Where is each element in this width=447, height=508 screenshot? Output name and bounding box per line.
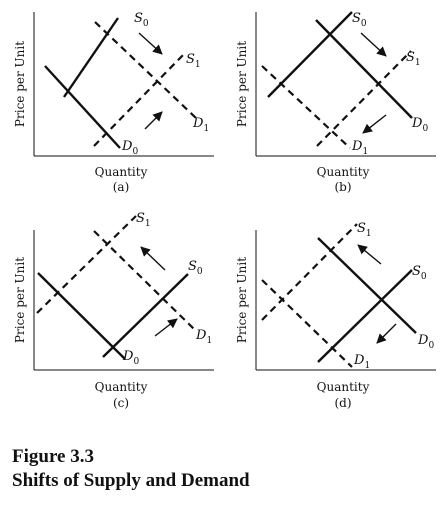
panel-label: (a) xyxy=(113,180,130,194)
supply-curve-shifted xyxy=(316,50,412,147)
supply-curve-shifted xyxy=(36,215,137,314)
demand-shift-arrow-right xyxy=(154,318,178,337)
demand-curve-initial xyxy=(317,237,417,334)
panel-a: Price per Unit Quantity(a) S0 D0 S1 D1 xyxy=(13,11,214,194)
supply-shift-arrow-right xyxy=(360,32,387,57)
supply-label-initial: S0 xyxy=(352,11,367,29)
panel-c: Price per Unit Quantity (c) S0 D0 S1 D1 xyxy=(13,211,214,410)
demand-curve-initial xyxy=(37,272,126,360)
demand-curve-initial xyxy=(315,19,413,119)
demand-curve-initial xyxy=(44,65,121,149)
x-axis-label: Quantity xyxy=(317,380,370,394)
supply-label-initial: S0 xyxy=(188,259,203,277)
demand-label-initial: D0 xyxy=(411,116,428,134)
panel-label: (c) xyxy=(113,396,129,410)
demand-curve-shifted xyxy=(261,279,353,368)
x-axis-label: Quantity xyxy=(95,380,148,394)
panel-d: Price per Unit Quantity (d) S0 D0 S1 D1 xyxy=(235,221,436,410)
supply-shift-arrow-right xyxy=(138,32,163,55)
supply-curve-initial xyxy=(102,273,189,358)
supply-curve-initial xyxy=(317,269,413,363)
panel-label: (d) xyxy=(334,396,351,410)
x-axis-label: Quantity xyxy=(95,165,148,179)
supply-shift-arrow-left xyxy=(140,246,166,271)
y-axis-label: Price per Unit xyxy=(13,41,27,127)
demand-curve-shifted xyxy=(261,65,351,149)
supply-curve-initial xyxy=(267,11,353,98)
demand-label-shifted: D1 xyxy=(351,139,368,157)
x-axis-label: Quantity xyxy=(317,165,370,179)
supply-label-initial: S0 xyxy=(412,264,427,282)
y-axis-label: Price per Unit xyxy=(235,41,249,127)
supply-label-shifted: S1 xyxy=(136,211,151,229)
y-axis-label: Price per Unit xyxy=(13,257,27,343)
y-axis-label: Price per Unit xyxy=(235,257,249,343)
supply-curve-initial xyxy=(63,17,119,98)
supply-curve-shifted xyxy=(261,223,358,321)
supply-label-shifted: S1 xyxy=(357,221,372,239)
supply-label-shifted: S1 xyxy=(406,50,421,68)
demand-curve-shifted xyxy=(94,21,197,119)
supply-curve-shifted xyxy=(93,53,185,147)
demand-label-initial: D0 xyxy=(122,349,139,367)
demand-shift-arrow-left xyxy=(362,114,387,134)
figure-title: Shifts of Supply and Demand xyxy=(12,470,250,491)
figure-number: Figure 3.3 xyxy=(12,446,94,467)
supply-shift-arrow-left xyxy=(357,244,382,265)
panel-label: (b) xyxy=(334,180,351,194)
demand-label-shifted: D1 xyxy=(353,353,370,371)
demand-label-initial: D0 xyxy=(417,333,434,351)
panel-b: Price per Unit Quantity(b) S0 D0 S1 D1 xyxy=(235,11,436,194)
demand-label-shifted: D1 xyxy=(195,328,212,346)
demand-label-shifted: D1 xyxy=(192,116,209,134)
supply-label-initial: S0 xyxy=(134,11,149,29)
demand-shift-arrow-right xyxy=(144,111,163,130)
demand-label-initial: D0 xyxy=(121,139,138,157)
demand-shift-arrow-left xyxy=(376,323,397,344)
supply-label-shifted: S1 xyxy=(186,52,201,70)
